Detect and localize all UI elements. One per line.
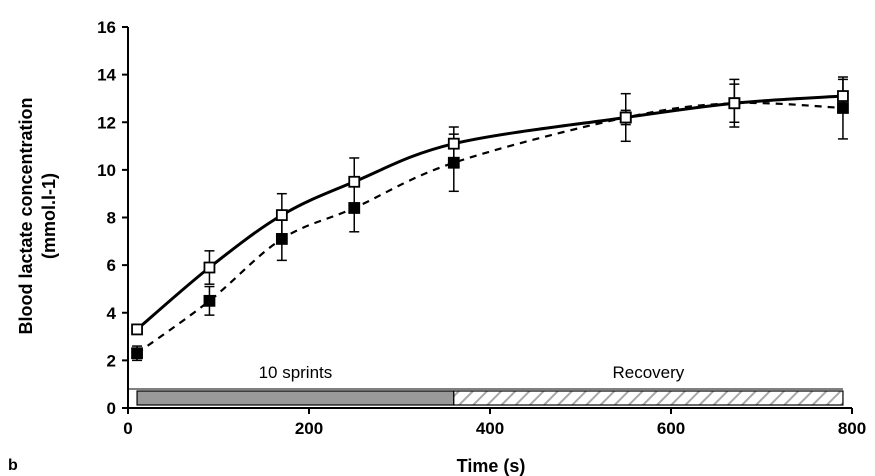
data-point-0 [131, 323, 143, 336]
data-point-1 [131, 347, 143, 360]
y-axis-title: Blood lactate concentration [16, 97, 36, 334]
data-point-1 [275, 233, 288, 245]
x-tick-label: 600 [657, 419, 685, 438]
series-line-1 [136, 101, 843, 355]
x-tick-label: 0 [123, 419, 132, 438]
data-point-0 [348, 175, 361, 188]
phase-label-1: Recovery [612, 363, 684, 382]
data-point-1 [203, 294, 216, 307]
y-tick-label: 10 [97, 161, 116, 180]
data-point-0 [275, 209, 288, 222]
y-tick-label: 2 [107, 351, 116, 370]
phase-label-0: 10 sprints [259, 363, 333, 382]
y-tick-label: 8 [107, 209, 116, 228]
series-line-0 [136, 94, 844, 331]
data-point-0 [728, 97, 741, 110]
panel-letter: b [8, 457, 18, 474]
data-point-1 [447, 156, 460, 169]
y-tick-label: 0 [107, 399, 116, 418]
y-tick-label: 6 [107, 256, 116, 275]
x-tick-label: 800 [838, 419, 866, 438]
y-tick-label: 16 [97, 18, 116, 37]
y-axis-subtitle: (mmol.l-1) [39, 173, 59, 259]
x-axis-title: Time (s) [457, 456, 526, 476]
phase-bar-1 [453, 390, 844, 406]
data-point-0 [447, 137, 460, 150]
y-tick-label: 14 [97, 66, 116, 85]
data-point-0 [203, 261, 216, 274]
data-point-1 [348, 202, 361, 214]
phase-bar-0 [136, 390, 455, 406]
y-tick-label: 12 [97, 113, 116, 132]
data-point-0 [837, 90, 849, 102]
data-point-1 [837, 102, 849, 114]
x-tick-label: 400 [476, 419, 504, 438]
y-tick-label: 4 [107, 304, 117, 323]
x-tick-label: 200 [295, 419, 323, 438]
data-point-0 [619, 111, 632, 124]
